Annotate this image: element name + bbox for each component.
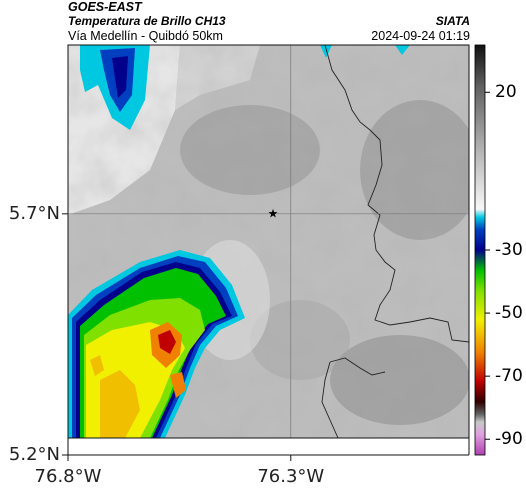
- colorbar-tick-label: -70: [495, 366, 523, 387]
- datetime-label: 2024-09-24 01:19: [371, 29, 470, 43]
- colorbar-ticks: [485, 91, 490, 440]
- lon-tick-label: 76.8°W: [34, 466, 102, 487]
- product-title: Temperatura de Brillo CH13: [68, 14, 226, 28]
- lat-tick-label: 5.2°N: [8, 444, 60, 465]
- colorbar-tick-label: -90: [495, 429, 523, 450]
- region-subtitle: Vía Medellín - Quibdó 50km: [68, 29, 223, 43]
- colorbar: [474, 44, 486, 456]
- colorbar-tick-label: -50: [495, 303, 523, 324]
- convective-cell: [68, 250, 245, 438]
- admin-boundary: [324, 45, 469, 343]
- satellite-title: GOES-EAST: [68, 0, 142, 14]
- map-blank-strip: [68, 438, 469, 455]
- brightness-temperature-field: ★: [68, 45, 469, 438]
- axis-ticks: [62, 213, 470, 461]
- lat-tick-label: 5.7°N: [8, 202, 60, 224]
- lon-tick-label: 76.3°W: [257, 466, 325, 487]
- map-frame: [67, 44, 470, 439]
- star-icon: ★: [268, 206, 279, 220]
- gridlines: [68, 45, 469, 438]
- colorbar-tick-label: 20: [495, 82, 517, 103]
- colorbar-tick-label: -30: [495, 240, 523, 260]
- organization-label: SIATA: [435, 14, 470, 28]
